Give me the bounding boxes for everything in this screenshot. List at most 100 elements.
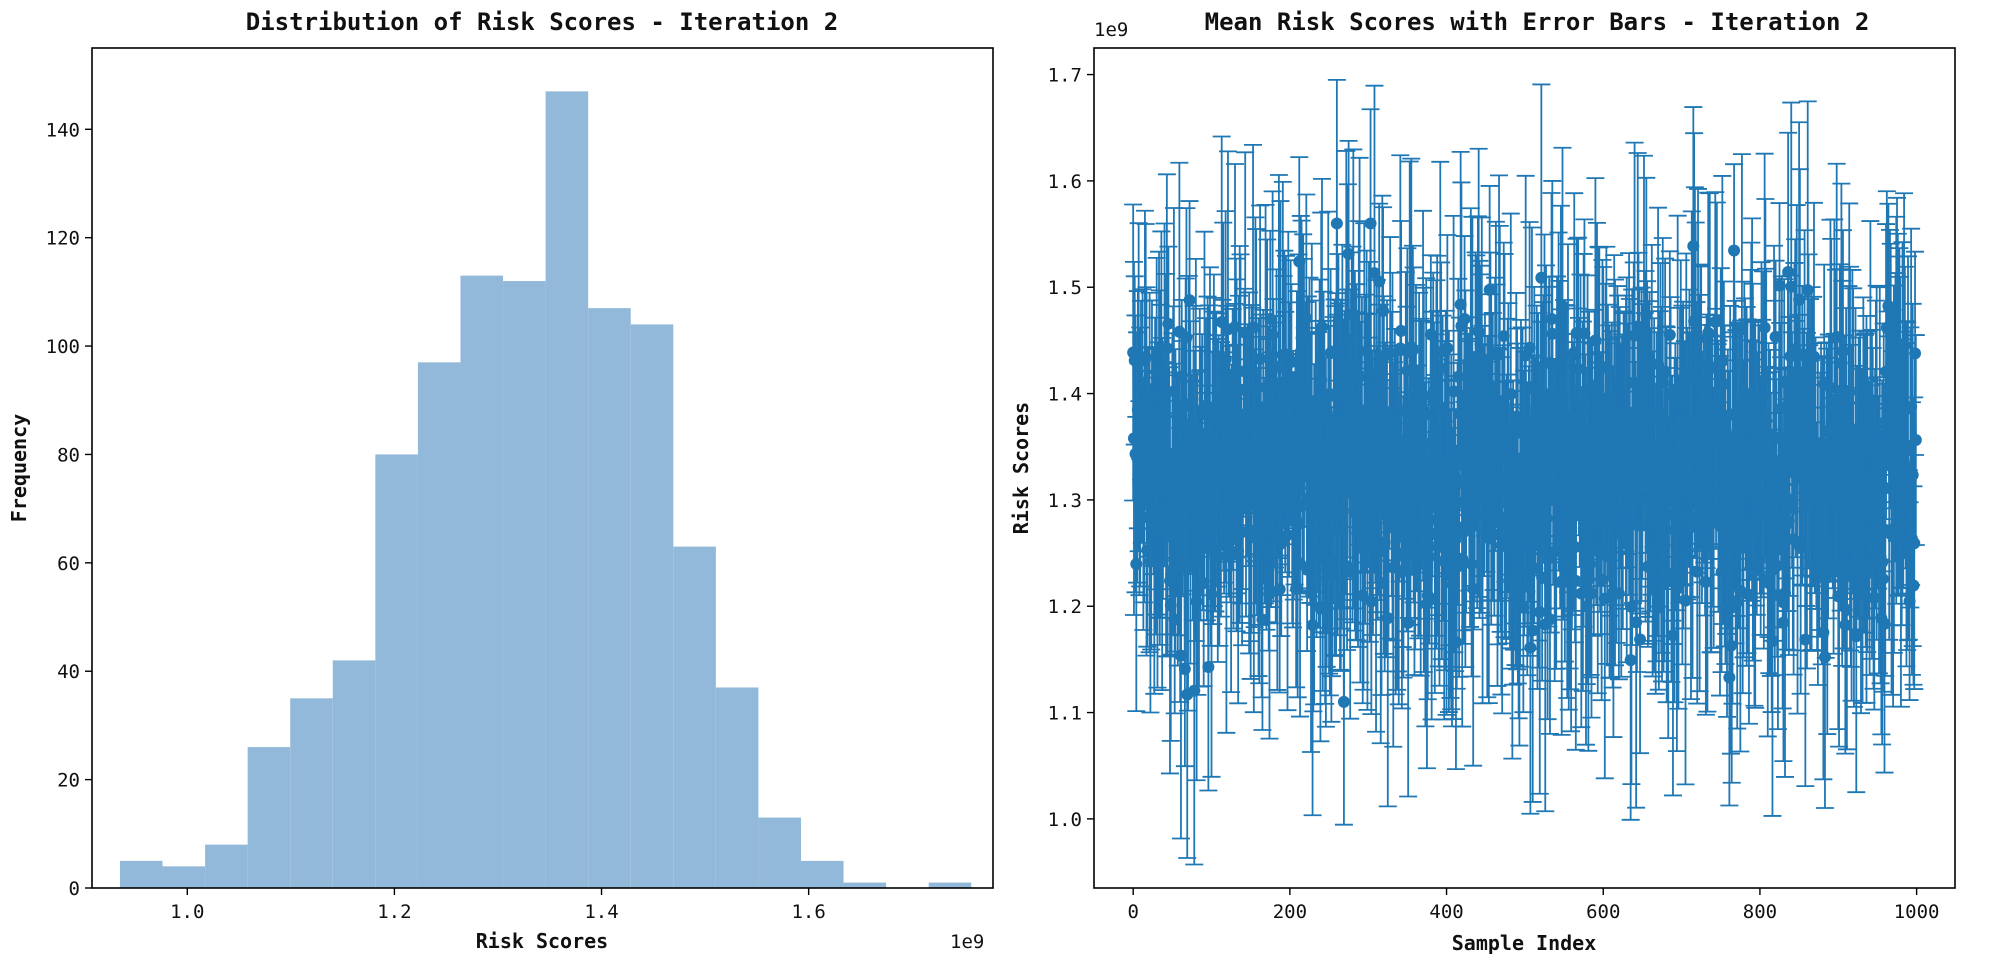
histogram-bar (673, 546, 716, 888)
mean-point (1397, 530, 1410, 543)
mean-point (1525, 382, 1538, 395)
mean-point (1769, 330, 1782, 343)
mean-point (1845, 516, 1858, 529)
mean-point (1873, 532, 1886, 545)
mean-point (1395, 324, 1408, 337)
mean-point (1281, 529, 1294, 542)
mean-point (1584, 502, 1597, 515)
mean-point (1166, 455, 1179, 468)
mean-point (1381, 612, 1394, 625)
mean-point (1268, 435, 1281, 448)
mean-point (1622, 432, 1635, 445)
mean-point (1751, 457, 1764, 470)
mean-point (1786, 443, 1799, 456)
mean-point (1871, 470, 1884, 483)
errorbar-y-tick-label: 1.7 (1048, 65, 1082, 87)
errorbar-y-tick-label: 1.6 (1048, 171, 1082, 193)
mean-point (1435, 362, 1448, 375)
mean-point (1817, 626, 1830, 639)
histogram-bar (375, 454, 418, 888)
mean-point (1290, 372, 1303, 385)
mean-point (1627, 469, 1640, 482)
mean-point (1536, 572, 1549, 585)
mean-point (1131, 403, 1144, 416)
mean-point (1289, 430, 1302, 443)
mean-point (1344, 393, 1357, 406)
mean-point (1436, 462, 1449, 475)
mean-point (1645, 413, 1658, 426)
mean-point (1742, 588, 1755, 601)
mean-point (1464, 351, 1477, 364)
mean-point (1558, 452, 1571, 465)
mean-point (1214, 444, 1227, 457)
mean-point (1909, 434, 1922, 447)
mean-point (1211, 456, 1223, 469)
mean-point (1573, 478, 1586, 491)
histogram-x-tick-label: 1.4 (584, 901, 618, 923)
mean-point (1863, 559, 1876, 572)
mean-point (1232, 545, 1245, 558)
mean-point (1894, 426, 1907, 439)
mean-point (1531, 562, 1544, 575)
mean-point (1185, 469, 1198, 482)
mean-point (1828, 393, 1841, 406)
mean-point (1372, 490, 1385, 503)
mean-point (1380, 502, 1393, 515)
mean-point (1814, 471, 1827, 484)
mean-point (1433, 516, 1446, 529)
mean-point (1193, 426, 1206, 439)
mean-point (1794, 542, 1807, 555)
mean-point (1167, 385, 1180, 398)
mean-point (1145, 408, 1158, 421)
mean-point (1774, 432, 1787, 445)
mean-point (1652, 601, 1665, 614)
mean-point (1417, 389, 1430, 402)
mean-point (1413, 426, 1426, 439)
mean-point (1773, 279, 1786, 292)
mean-point (1730, 467, 1743, 479)
mean-point (1467, 484, 1480, 497)
mean-point (1501, 449, 1514, 462)
mean-point (1638, 391, 1651, 404)
mean-point (1601, 550, 1614, 563)
mean-point (1216, 418, 1229, 431)
histogram-bar (332, 660, 376, 888)
mean-point (1493, 348, 1506, 361)
mean-point (1659, 365, 1672, 378)
mean-point (1472, 325, 1485, 338)
mean-point (1394, 342, 1407, 355)
mean-point (1870, 456, 1883, 469)
mean-point (1222, 496, 1235, 509)
mean-point (1373, 275, 1386, 288)
histogram-title: Distribution of Risk Scores - Iteration … (246, 8, 838, 36)
histogram-bar (843, 882, 887, 888)
histogram-bar (290, 698, 333, 888)
mean-point (1837, 543, 1850, 556)
mean-point (1423, 550, 1436, 563)
mean-point (1901, 480, 1914, 493)
mean-point (1587, 544, 1600, 557)
mean-point (1373, 446, 1386, 459)
mean-point (1527, 459, 1540, 472)
mean-point (1210, 403, 1223, 416)
histogram-x-tick-label: 1.6 (791, 901, 825, 923)
mean-point (1840, 409, 1853, 422)
mean-point (1442, 470, 1455, 483)
histogram-y-tick-label: 20 (57, 770, 80, 792)
mean-point (1308, 528, 1321, 541)
mean-point (1465, 558, 1478, 571)
mean-point (1907, 579, 1920, 592)
mean-point (1700, 435, 1713, 448)
mean-point (1905, 400, 1918, 413)
mean-point (1515, 463, 1528, 476)
mean-point (1878, 617, 1891, 630)
histogram-y-tick-label: 140 (46, 119, 80, 141)
mean-point (1713, 489, 1726, 502)
mean-point (1679, 594, 1692, 607)
mean-point (1887, 463, 1900, 476)
mean-point (1202, 660, 1215, 673)
mean-point (1605, 498, 1618, 511)
errorbar-x-tick-label: 200 (1273, 901, 1307, 923)
errorbar-axes-frame (1093, 47, 1956, 889)
mean-point (1669, 425, 1682, 438)
